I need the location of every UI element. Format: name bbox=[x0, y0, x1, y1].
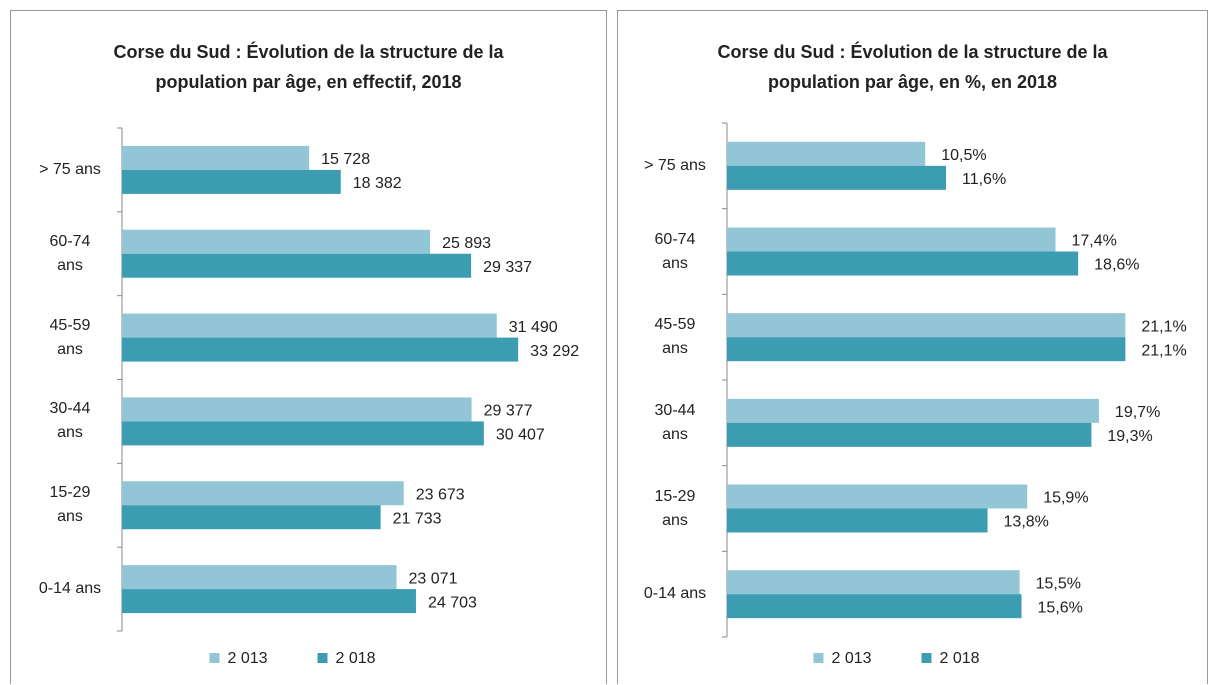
bar bbox=[122, 229, 431, 254]
y-tick-label: 30-44 ans bbox=[654, 401, 696, 443]
data-label: 11,6% bbox=[962, 171, 1006, 188]
data-label: 13,8% bbox=[1004, 514, 1049, 531]
bar bbox=[122, 337, 519, 362]
bar bbox=[727, 422, 1092, 447]
data-label: 15,9% bbox=[1043, 490, 1088, 507]
y-tick-label: 15-29 ans bbox=[654, 487, 696, 529]
bar bbox=[122, 565, 397, 590]
y-tick-label: > 75 ans bbox=[39, 160, 101, 178]
plot: 15 728 18 382 25 893 29 337 31 490 33 292 29 3… bbox=[117, 127, 579, 667]
y-tick-label: 15-29 ans bbox=[49, 484, 91, 526]
bar bbox=[727, 251, 1079, 276]
legend-label: 2 018 bbox=[336, 650, 376, 667]
data-label: 19,7% bbox=[1115, 404, 1160, 421]
data-label: 31 490 bbox=[509, 319, 558, 336]
data-label: 10,5% bbox=[941, 147, 986, 164]
bar bbox=[727, 227, 1056, 252]
bar bbox=[727, 484, 1028, 509]
legend-label: 2 013 bbox=[832, 650, 872, 667]
plot: 10,5% 11,6% 17,4% 18,6% 21,1% 21,1% 19,7% 19,3%… bbox=[722, 122, 1187, 667]
data-label: 18 382 bbox=[353, 175, 402, 192]
bar bbox=[122, 397, 472, 422]
bar bbox=[727, 594, 1022, 619]
data-label: 30 407 bbox=[496, 427, 545, 444]
data-label: 21,1% bbox=[1141, 318, 1186, 335]
bar bbox=[727, 313, 1126, 338]
data-label: 33 292 bbox=[530, 343, 579, 360]
data-label: 23 673 bbox=[416, 486, 465, 503]
data-label: 21,1% bbox=[1141, 342, 1186, 359]
legend-swatch bbox=[209, 653, 220, 663]
bar bbox=[122, 169, 341, 194]
chart-title: Corse du Sud : Évolution de la structure… bbox=[113, 42, 504, 92]
y-tick-label: > 75 ans bbox=[644, 156, 706, 174]
bar bbox=[727, 570, 1020, 595]
chart-panel: Corse du Sud : Évolution de la structure… bbox=[617, 10, 1208, 684]
y-tick-label: 0-14 ans bbox=[643, 585, 707, 603]
data-label: 18,6% bbox=[1094, 257, 1139, 274]
y-tick-label: 60-74 ans bbox=[49, 232, 91, 274]
legend-swatch bbox=[921, 653, 932, 663]
data-label: 23 071 bbox=[409, 570, 458, 587]
data-label: 21 733 bbox=[393, 510, 442, 527]
bar bbox=[727, 141, 926, 166]
data-label: 29 337 bbox=[483, 259, 532, 276]
chart-panel: Corse du Sud : Évolution de la structure… bbox=[10, 10, 607, 684]
bar bbox=[727, 337, 1126, 362]
data-label: 15 728 bbox=[321, 151, 370, 168]
data-label: 29 377 bbox=[484, 403, 533, 420]
bar bbox=[122, 481, 404, 506]
bar bbox=[727, 398, 1099, 423]
data-label: 19,3% bbox=[1107, 428, 1152, 445]
y-tick-label: 0-14 ans bbox=[38, 580, 102, 598]
data-label: 25 893 bbox=[442, 235, 491, 252]
bar bbox=[122, 313, 497, 338]
y-tick-label: 45-59 ans bbox=[654, 316, 696, 358]
legend-swatch bbox=[813, 653, 824, 663]
bar bbox=[727, 508, 988, 533]
bar bbox=[122, 253, 472, 278]
data-label: 24 703 bbox=[428, 594, 477, 611]
legend-swatch bbox=[317, 653, 328, 663]
y-tick-label: 45-59 ans bbox=[49, 316, 91, 358]
legend-label: 2 013 bbox=[228, 650, 268, 667]
legend-label: 2 018 bbox=[940, 650, 980, 667]
bar bbox=[122, 589, 416, 614]
data-label: 15,5% bbox=[1036, 575, 1081, 592]
bar bbox=[727, 165, 947, 190]
y-tick-label: 30-44 ans bbox=[49, 400, 91, 442]
bar bbox=[122, 505, 381, 530]
bar bbox=[122, 421, 484, 446]
bar bbox=[122, 145, 310, 170]
y-tick-label: 60-74 ans bbox=[654, 230, 696, 272]
data-label: 15,6% bbox=[1038, 599, 1083, 616]
data-label: 17,4% bbox=[1072, 233, 1117, 250]
chart-title: Corse du Sud : Évolution de la structure… bbox=[717, 42, 1108, 92]
